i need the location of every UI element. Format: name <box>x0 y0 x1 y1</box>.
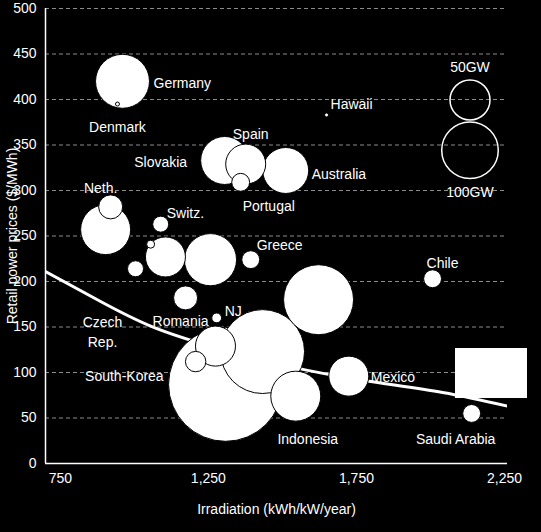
svg-text:1,250: 1,250 <box>191 470 226 486</box>
svg-text:400: 400 <box>13 91 37 107</box>
svg-text:Chile: Chile <box>427 255 459 271</box>
svg-text:Hawaii: Hawaii <box>331 96 373 112</box>
svg-text:0: 0 <box>29 455 37 471</box>
svg-text:Spain: Spain <box>233 126 269 142</box>
svg-text:Greece: Greece <box>257 237 303 253</box>
svg-text:750: 750 <box>49 470 73 486</box>
svg-text:Saudi Arabia: Saudi Arabia <box>416 431 496 447</box>
svg-text:Germany: Germany <box>154 75 212 91</box>
svg-text:Slovakia: Slovakia <box>134 154 187 170</box>
svg-text:CzechRep.: CzechRep. <box>83 314 123 350</box>
svg-text:Portugal: Portugal <box>243 198 295 214</box>
svg-text:300: 300 <box>13 182 37 198</box>
svg-text:Neth.: Neth. <box>84 180 117 196</box>
svg-text:Retail power prices ($/MWh): Retail power prices ($/MWh) <box>4 148 20 325</box>
svg-text:200: 200 <box>13 273 37 289</box>
svg-text:Irradiation (kWh/kW/year): Irradiation (kWh/kW/year) <box>197 501 356 517</box>
svg-text:Australia: Australia <box>312 166 367 182</box>
svg-text:Indonesia: Indonesia <box>277 431 338 447</box>
svg-text:500: 500 <box>13 0 37 16</box>
svg-text:1,750: 1,750 <box>339 470 374 486</box>
svg-text:Denmark: Denmark <box>89 119 147 135</box>
svg-text:50: 50 <box>21 409 37 425</box>
svg-text:150: 150 <box>13 318 37 335</box>
svg-text:100: 100 <box>13 364 37 380</box>
svg-text:100GW: 100GW <box>446 184 494 200</box>
svg-text:NJ: NJ <box>225 303 242 319</box>
svg-text:Switz.: Switz. <box>167 205 204 221</box>
svg-text:South-Korea: South-Korea <box>85 368 164 384</box>
svg-text:Romania: Romania <box>153 313 209 329</box>
svg-text:250: 250 <box>13 227 37 244</box>
svg-text:450: 450 <box>13 45 37 61</box>
svg-text:Mexico: Mexico <box>371 369 416 385</box>
svg-text:350: 350 <box>13 136 37 153</box>
svg-text:2,250: 2,250 <box>487 470 522 486</box>
svg-text:50GW: 50GW <box>450 59 490 75</box>
